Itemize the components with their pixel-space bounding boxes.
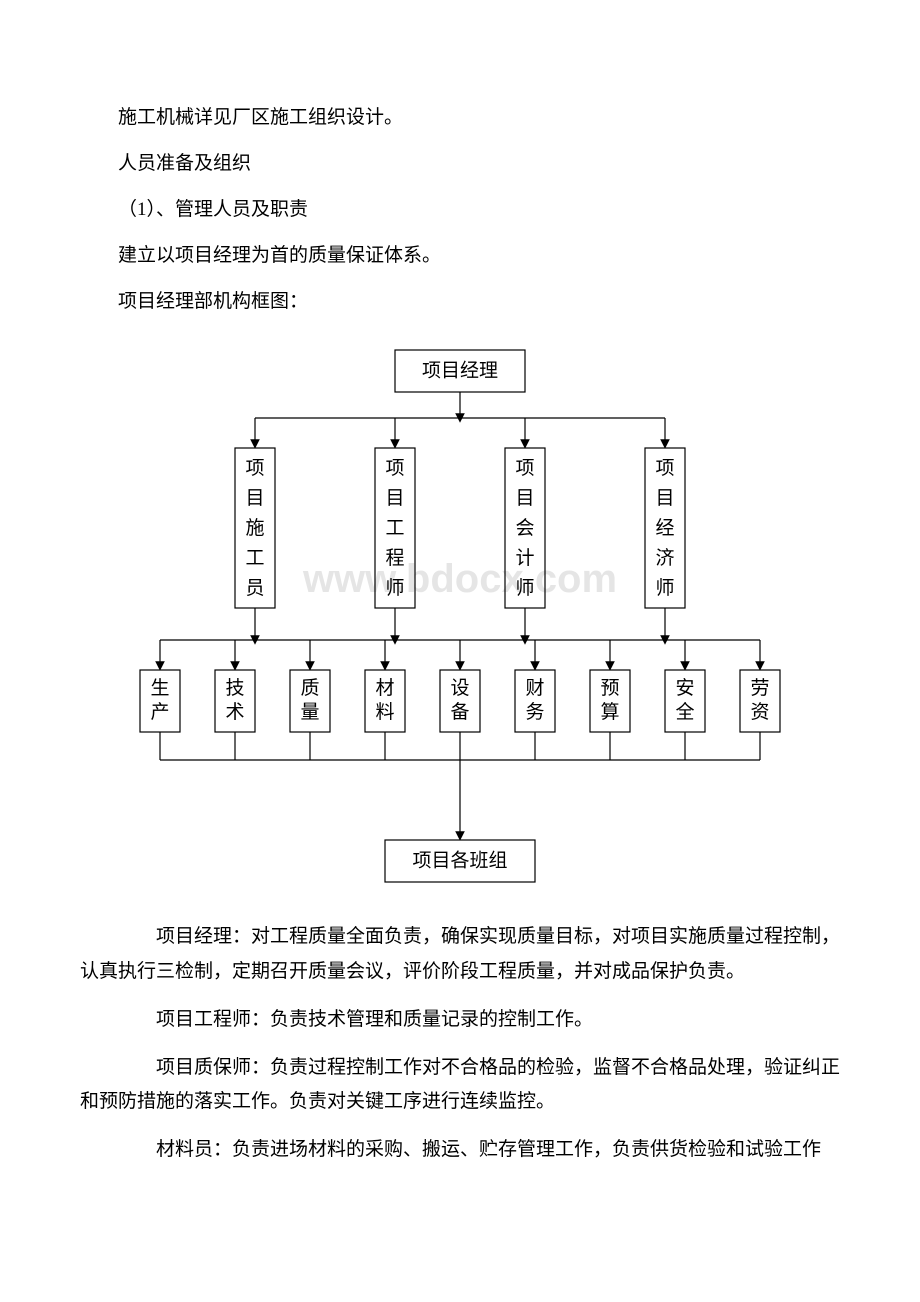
org-chart-diagram: 项目经理项目施工员项目工程师项目会计师项目经济师www.bdocx.com生产技… (80, 340, 840, 900)
svg-text:www.bdocx.com: www.bdocx.com (302, 557, 617, 601)
paragraph-personnel-heading: 人员准备及组织 (80, 146, 840, 182)
paragraph-diagram-caption: 项目经理部机构框图： (80, 284, 840, 320)
paragraph-machinery: 施工机械详见厂区施工组织设计。 (80, 100, 840, 136)
paragraph-engineer-desc: 项目工程师：负责技术管理和质量记录的控制工作。 (80, 1003, 840, 1037)
paragraph-subheading: （1）、管理人员及职责 (80, 192, 840, 228)
svg-text:项目各班组: 项目各班组 (412, 850, 507, 872)
paragraph-qa-desc: 项目质保师：负责过程控制工作对不合格品的检验，监督不合格品处理，验证纠正和预防措… (80, 1051, 840, 1119)
paragraph-pm-desc: 项目经理：对工程质量全面负责，确保实现质量目标，对项目实施质量过程控制，认真执行… (80, 920, 840, 988)
paragraph-material-desc: 材料员：负责进场材料的采购、搬运、贮存管理工作，负责供货检验和试验工作 (80, 1133, 840, 1167)
svg-text:项目经理: 项目经理 (422, 360, 498, 382)
org-chart-svg: 项目经理项目施工员项目工程师项目会计师项目经济师www.bdocx.com生产技… (100, 340, 820, 900)
paragraph-establish: 建立以项目经理为首的质量保证体系。 (80, 238, 840, 274)
